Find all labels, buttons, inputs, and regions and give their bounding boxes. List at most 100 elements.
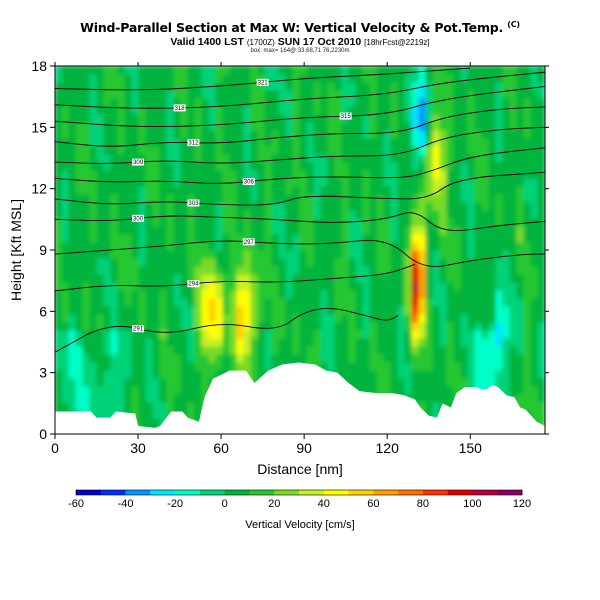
velocity-cell	[131, 409, 140, 419]
velocity-cell	[152, 257, 161, 267]
velocity-cell	[460, 345, 469, 355]
velocity-cell	[271, 329, 280, 339]
velocity-cell	[453, 361, 462, 371]
velocity-cell	[369, 161, 378, 171]
velocity-cell	[152, 217, 161, 227]
velocity-cell	[264, 185, 273, 195]
velocity-cell	[341, 177, 350, 187]
velocity-cell	[173, 257, 182, 267]
colorbar-segment	[348, 490, 374, 495]
velocity-cell	[362, 329, 371, 339]
velocity-cell	[278, 217, 287, 227]
velocity-cell	[411, 281, 420, 291]
velocity-cell	[362, 225, 371, 235]
velocity-cell	[110, 345, 119, 355]
velocity-cell	[124, 321, 133, 331]
velocity-cell	[474, 97, 483, 107]
velocity-cell	[55, 265, 63, 275]
velocity-cell	[383, 257, 392, 267]
velocity-cell	[187, 409, 196, 419]
velocity-cell	[201, 361, 210, 371]
velocity-cell	[425, 193, 434, 203]
velocity-cell	[425, 153, 434, 163]
velocity-cell	[362, 105, 371, 115]
velocity-cell	[383, 353, 392, 363]
velocity-cell	[152, 385, 161, 395]
velocity-cell	[530, 161, 539, 171]
velocity-cell	[404, 81, 413, 91]
velocity-cell	[523, 217, 532, 227]
velocity-cell	[152, 177, 161, 187]
velocity-cell	[313, 161, 322, 171]
velocity-cell	[138, 313, 147, 323]
velocity-cell	[439, 209, 448, 219]
velocity-cell	[481, 273, 490, 283]
velocity-cell	[467, 73, 476, 83]
velocity-cell	[194, 89, 203, 99]
velocity-cell	[355, 201, 364, 211]
velocity-cell	[418, 329, 427, 339]
velocity-cell	[110, 337, 119, 347]
velocity-cell	[404, 201, 413, 211]
velocity-cell	[411, 313, 420, 323]
velocity-cell	[250, 257, 259, 267]
velocity-cell	[495, 105, 504, 115]
velocity-cell	[369, 153, 378, 163]
velocity-cell	[152, 201, 161, 211]
velocity-cell	[110, 201, 119, 211]
velocity-cell	[166, 129, 175, 139]
velocity-cell	[82, 105, 91, 115]
velocity-cell	[110, 257, 119, 267]
velocity-cell	[376, 297, 385, 307]
velocity-cell	[82, 393, 91, 403]
velocity-cell	[208, 233, 217, 243]
velocity-cell	[509, 177, 518, 187]
velocity-cell	[285, 129, 294, 139]
velocity-cell	[404, 337, 413, 347]
velocity-cell	[55, 66, 63, 75]
velocity-cell	[124, 265, 133, 275]
velocity-cell	[89, 97, 98, 107]
velocity-cell	[341, 345, 350, 355]
velocity-cell	[131, 89, 140, 99]
velocity-cell	[124, 401, 133, 411]
velocity-cell	[439, 233, 448, 243]
velocity-cell	[222, 361, 231, 371]
velocity-cell	[236, 273, 245, 283]
velocity-cell	[215, 217, 224, 227]
velocity-cell	[313, 233, 322, 243]
colorbar-tick-label: -40	[118, 498, 134, 510]
velocity-cell	[334, 185, 343, 195]
velocity-cell	[75, 153, 84, 163]
velocity-cell	[467, 361, 476, 371]
velocity-cell	[194, 249, 203, 259]
velocity-cell	[411, 177, 420, 187]
velocity-cell	[68, 273, 77, 283]
velocity-cell	[495, 249, 504, 259]
velocity-cell	[117, 81, 126, 91]
velocity-cell	[516, 105, 525, 115]
velocity-cell	[75, 225, 84, 235]
velocity-cell	[355, 281, 364, 291]
velocity-cell	[131, 169, 140, 179]
velocity-cell	[404, 161, 413, 171]
velocity-cell	[68, 225, 77, 235]
velocity-cell	[55, 209, 63, 219]
velocity-cell	[460, 193, 469, 203]
colorbar-tick-label: 40	[318, 498, 330, 510]
velocity-cell	[82, 153, 91, 163]
velocity-cell	[537, 129, 545, 139]
velocity-cell	[250, 113, 259, 123]
velocity-cell	[537, 169, 545, 179]
velocity-cell	[229, 313, 238, 323]
velocity-cell	[432, 265, 441, 275]
velocity-cell	[467, 313, 476, 323]
velocity-cell	[61, 145, 70, 155]
velocity-cell	[285, 121, 294, 131]
velocity-cell	[222, 257, 231, 267]
velocity-cell	[432, 233, 441, 243]
velocity-cell	[390, 249, 399, 259]
velocity-cell	[159, 121, 168, 131]
velocity-cell	[369, 337, 378, 347]
velocity-cell	[215, 193, 224, 203]
